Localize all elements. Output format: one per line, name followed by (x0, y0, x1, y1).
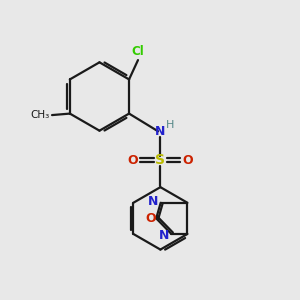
Text: O: O (183, 154, 194, 167)
Text: H: H (166, 120, 174, 130)
Text: O: O (145, 212, 156, 225)
Text: N: N (148, 195, 159, 208)
Text: S: S (155, 153, 165, 167)
Text: O: O (128, 154, 138, 167)
Text: N: N (159, 229, 169, 242)
Text: N: N (155, 125, 166, 138)
Text: Cl: Cl (132, 45, 144, 58)
Text: CH₃: CH₃ (30, 110, 50, 120)
